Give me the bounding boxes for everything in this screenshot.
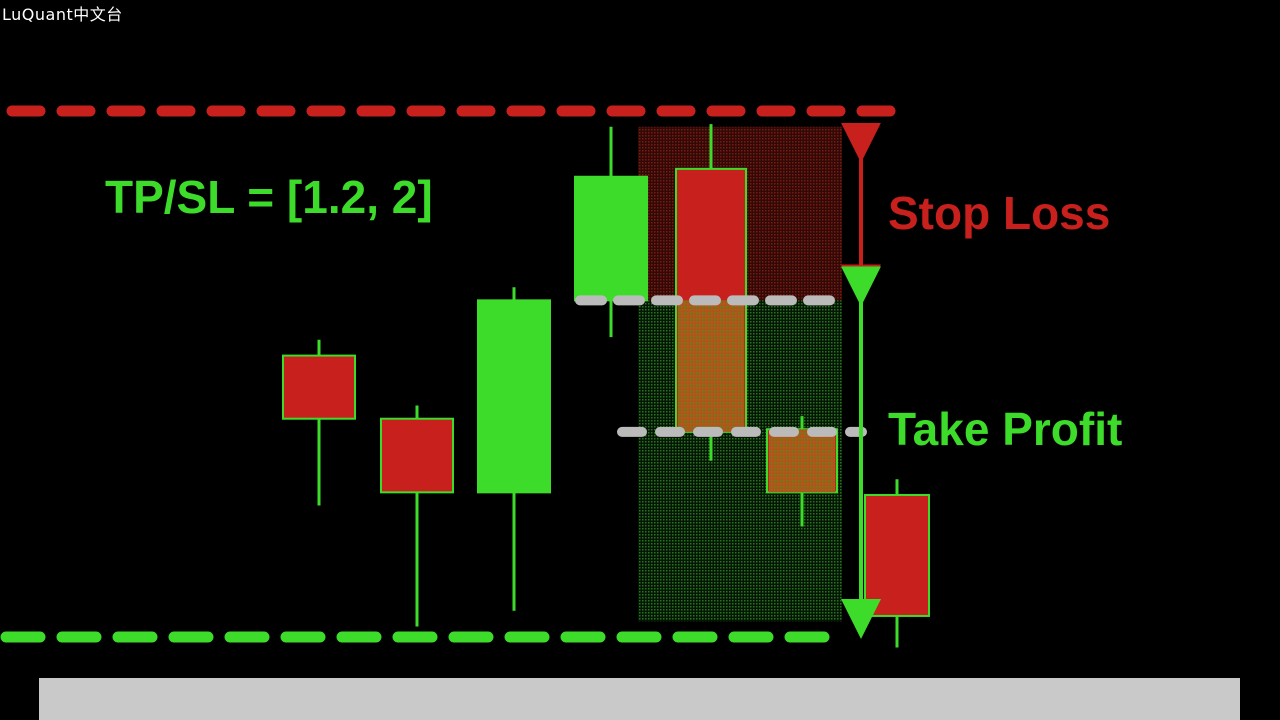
candle-body <box>477 299 551 494</box>
candle-body <box>282 354 356 420</box>
watermark: LuQuant中文台 <box>2 5 123 24</box>
candle-body <box>574 175 648 302</box>
stop-loss-label: Stop Loss <box>888 187 1111 239</box>
bottom-bar <box>39 678 1240 720</box>
candle-body-in-profit <box>769 429 835 493</box>
candle-body <box>864 493 930 617</box>
take-profit-label: Take Profit <box>888 403 1123 455</box>
tp-sl-ratio-label: TP/SL = [1.2, 2] <box>105 171 433 223</box>
candle-body-in-profit <box>678 300 744 432</box>
candle-body <box>380 417 454 494</box>
